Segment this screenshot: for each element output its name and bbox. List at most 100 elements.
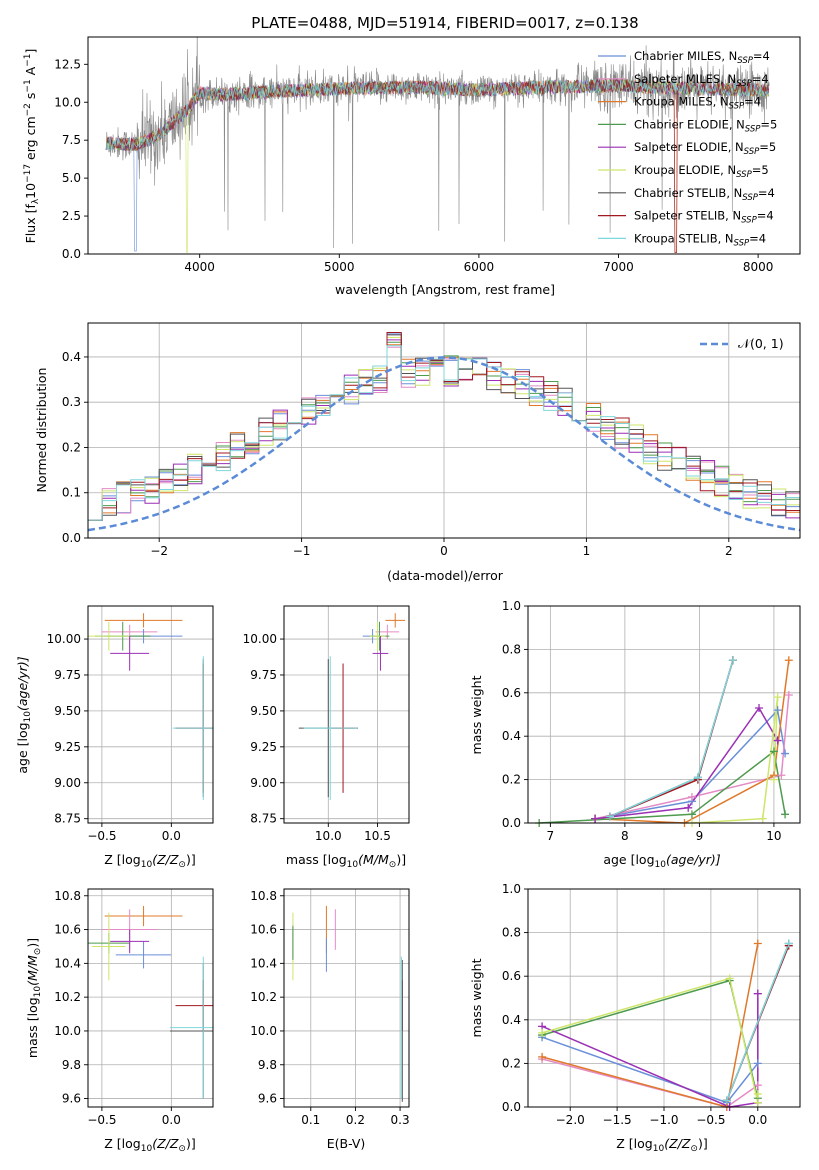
mass_weight_vs_Z-marker-kroupa_elodie-0 [538, 1028, 547, 1037]
legend-label-kroupa_miles: Kroupa MILES, NSSP=4 [634, 95, 761, 112]
age-vs-mass-panel: 10.0 10.5 8.75 9.00 9.25 9.50 9.75 10.00 mass [… [243, 605, 410, 870]
mass_weight_vs_age-line-salpeter_miles [594, 694, 790, 820]
age_vs_mass-yticklabel-5: 10.00 [243, 632, 277, 646]
mass_vs_ebv-xticklabel-2: 0.3 [391, 1113, 410, 1127]
mass_weight_vs_Z-marker-kroupa_elodie-2 [753, 1098, 762, 1107]
mass_weight_vs_age-marker-kroupa_stelib-1 [693, 773, 702, 782]
residual-xlabel: (data-model)/error [387, 568, 504, 583]
age_vs_Z-frame [87, 605, 214, 824]
mass_vs_Z-yticklabel-0: 9.6 [62, 1092, 81, 1106]
mass_weight_vs_age-xticklabel-0: 7 [547, 829, 555, 843]
residuals-xticklabel-2: 0 [440, 544, 448, 558]
residuals-yticklabel-0: 0.0 [62, 531, 81, 545]
age-ylabel: age [log10(age/yr)] [15, 656, 33, 773]
age_vs_mass-yticklabel-3: 9.50 [250, 704, 277, 718]
normal-curve-line [88, 356, 800, 532]
spectrum-yticklabel-1: 2.5 [62, 209, 81, 223]
legend-label-salpeter_miles: Salpeter MILES, NSSP=4 [634, 72, 769, 89]
mass_vs_ebv-xticklabel-1: 0.2 [346, 1113, 365, 1127]
ebv-xlabel: E(B-V) [327, 1136, 366, 1151]
mass_weight_vs_age-yticklabel-5: 1.0 [502, 599, 521, 613]
mass_weight_vs_age-marker-salpeter_elodie-1 [684, 803, 693, 812]
mass_weight_vs_Z-xticklabel-1: −1.5 [603, 1113, 632, 1127]
mass_weight_vs_Z-line-kroupa_miles [541, 943, 759, 1107]
age_vs_mass-yticklabel-1: 9.00 [250, 776, 277, 790]
mass_vs_Z-yticklabel-1: 9.8 [62, 1058, 81, 1072]
spectrum-xticklabel-4: 8000 [743, 260, 774, 274]
spectrum-xlabel: wavelength [Angstrom, rest frame] [335, 282, 555, 297]
residuals-xticklabel-4: 2 [725, 544, 733, 558]
age_vs_mass-yticklabel-2: 9.25 [250, 740, 277, 754]
spectrum-yticklabel-2: 5.0 [62, 171, 81, 185]
mass_weight_vs_age-yticklabel-1: 0.2 [502, 773, 521, 787]
spectrum-yticklabel-5: 12.5 [54, 57, 81, 71]
mass_vs_ebv-yticklabel-6: 10.8 [250, 889, 277, 903]
spectrum-yticklabel-3: 7.5 [62, 133, 81, 147]
mass_weight_vs_Z-yticklabel-0: 0.0 [502, 1100, 521, 1114]
mass_weight_vs_age-yticklabel-3: 0.6 [502, 686, 521, 700]
mass_weight_vs_Z-yticklabel-3: 0.6 [502, 969, 521, 983]
mass_weight_vs_Z-yticklabel-4: 0.8 [502, 926, 521, 940]
mass-weight-vs-age-panel: 7 8 9 10 0.0 0.2 0.4 0.6 0.8 1.0 age [log10(age/y… [469, 599, 801, 870]
mass_vs_ebv-yticklabel-1: 9.8 [258, 1058, 277, 1072]
mass_vs_ebv-yticklabel-2: 10.0 [250, 1024, 277, 1038]
mass_weight_vs_Z-yticklabel-2: 0.4 [502, 1013, 521, 1027]
mass_weight_vs_age-marker-salpeter_miles-3 [784, 690, 793, 699]
mass_vs_Z-xticklabel-0: −0.5 [87, 1113, 116, 1127]
spectrum-yticklabel-0: 0.0 [62, 247, 81, 261]
mass_vs_Z-yticklabel-5: 10.6 [54, 923, 81, 937]
mass_weight_vs_Z-marker-kroupa_elodie-1 [725, 974, 734, 983]
mass_weight_vs_age-line-salpeter_elodie [595, 706, 779, 820]
spectrum-xticklabel-3: 7000 [603, 260, 634, 274]
mass_weight_vs_Z-marker-salpeter_elodie-3 [753, 989, 762, 998]
age_vs_Z-yticklabel-0: 8.75 [54, 812, 81, 826]
mass_weight_vs_Z-marker-kroupa_miles-2 [753, 939, 762, 948]
mass_weight_vs_age-marker-salpeter_elodie-0 [591, 814, 600, 823]
mass_weight_vs_Z-line-kroupa_stelib [726, 943, 790, 1101]
spectrum-ylabel: Flux [fλ10−17 erg cm−2 s−1 A−1] [23, 49, 41, 244]
mass_vs_ebv-frame [283, 888, 410, 1108]
mass-vs-z-xlabel: Z [log10(Z/Z⊙)] [104, 1136, 195, 1154]
mass_weight_vs_age-marker-kroupa_elodie-3 [769, 775, 778, 784]
model-spectrum-kroupa_stelib [105, 78, 769, 151]
mass_weight_vs_age-yticklabel-0: 0.0 [502, 816, 521, 830]
mass-weight-vs-z-xlabel: Z [log10(Z/Z⊙)] [616, 1136, 707, 1154]
legend-label-salpeter_stelib: Salpeter STELIB, NSSP=4 [634, 209, 774, 226]
mass_weight_vs_age-marker-chabrier_elodie-3 [781, 810, 790, 819]
mass_weight_vs_age-marker-chabrier_miles-3 [781, 749, 790, 758]
spectrum-yticklabel-4: 10.0 [54, 95, 81, 109]
mass_weight_vs_age-marker-kroupa_stelib-2 [728, 656, 737, 665]
age-vs-metallicity-panel: −0.5 0.0 8.75 9.00 9.25 9.50 9.75 10.00 Z [log1… [15, 605, 214, 870]
mass_vs_Z-yticklabel-3: 10.2 [54, 990, 81, 1004]
legend-label-chabrier_stelib: Chabrier STELIB, NSSP=4 [634, 186, 775, 203]
normal-legend-label: 𝒩(0, 1) [738, 336, 784, 351]
age_vs_mass-frame [283, 605, 410, 824]
residuals-xticklabel-0: −2 [150, 544, 168, 558]
spectrum-legend: Chabrier MILES, NSSP=4 Salpeter MILES, NS… [598, 49, 777, 248]
age_vs_mass-yticklabel-4: 9.75 [250, 668, 277, 682]
mass-vs-metallicity-panel: −0.5 0.0 9.6 9.8 10.0 10.2 10.4 10.6 10.8 Z [log… [25, 888, 214, 1154]
mass_weight_vs_Z-marker-kroupa_elodie-3 [753, 1089, 762, 1098]
mass_weight_vs_age-line-kroupa_elodie [691, 697, 779, 823]
mass_vs_Z-yticklabel-4: 10.4 [54, 956, 81, 970]
mass_vs_ebv-marks [292, 905, 403, 1102]
legend-label-chabrier_elodie: Chabrier ELODIE, NSSP=5 [634, 117, 777, 134]
residuals-frame [87, 322, 801, 539]
spectrum-frame [87, 36, 801, 255]
legend-label-kroupa_elodie: Kroupa ELODIE, NSSP=5 [634, 163, 769, 180]
mass_weight_vs_Z-yticklabel-5: 1.0 [502, 882, 521, 896]
mass_weight_vs_Z-marker-salpeter_miles-2 [753, 1081, 762, 1090]
mass_weight_vs_age-marker-chabrier_miles-2 [773, 706, 782, 715]
spectrum-xticklabel-1: 5000 [324, 260, 355, 274]
mass_vs_Z-yticklabel-2: 10.0 [54, 1024, 81, 1038]
residual-legend: 𝒩(0, 1) [700, 336, 784, 351]
mass_weight_vs_Z-marker-chabrier_miles-2 [753, 1059, 762, 1068]
mass-ylabel: mass [log10(M/M⊙)] [25, 938, 43, 1058]
spectrum-xticklabel-0: 4000 [184, 260, 215, 274]
mass_weight_vs_age-marker-salpeter_elodie-2 [755, 703, 764, 712]
residuals-yticklabel-3: 0.3 [62, 395, 81, 409]
residuals-yticklabel-2: 0.2 [62, 440, 81, 454]
spectrum-xticklabel-2: 6000 [464, 260, 495, 274]
residual-panel: −2 −1 0 1 2 0.0 0.1 0.2 0.3 0.4 (data-model)/erro… [34, 322, 801, 583]
